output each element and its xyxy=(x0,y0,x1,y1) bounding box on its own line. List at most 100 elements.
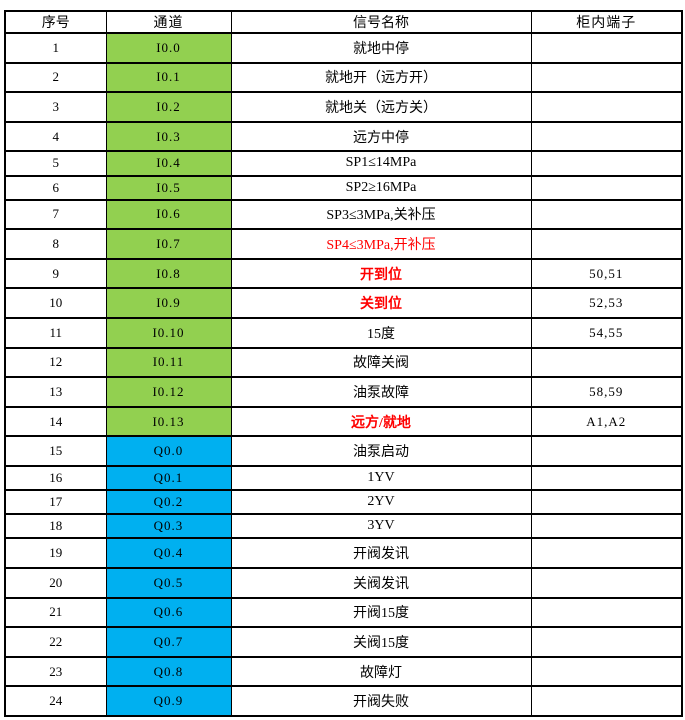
cell-index: 6 xyxy=(4,174,107,201)
cell-index: 4 xyxy=(4,120,107,153)
cell-signal: 开阀发讯 xyxy=(230,537,532,570)
cell-terminal xyxy=(530,346,683,379)
cell-terminal xyxy=(530,198,683,231)
cell-terminal xyxy=(530,150,683,177)
cell-channel: I0.3 xyxy=(105,120,232,153)
cell-index: 11 xyxy=(4,317,107,349)
cell-signal: 2YV xyxy=(230,489,532,516)
cell-signal: 关阀15度 xyxy=(230,626,532,658)
cell-channel: Q0.2 xyxy=(105,489,232,516)
cell-signal: SP1≤14MPa xyxy=(230,150,532,177)
table-row: 3 I0.2 就地关（远方关） xyxy=(4,91,683,123)
cell-index: 5 xyxy=(4,150,107,177)
cell-terminal xyxy=(530,685,683,717)
cell-signal: 开阀失败 xyxy=(230,685,532,717)
cell-signal: 故障灯 xyxy=(230,655,532,688)
cell-terminal xyxy=(530,489,683,516)
cell-channel: I0.13 xyxy=(105,405,232,438)
table-row: 23 Q0.8 故障灯 xyxy=(4,655,683,688)
cell-signal: 3YV xyxy=(230,513,532,540)
header-channel: 通道 xyxy=(105,10,232,34)
table-row: 24 Q0.9 开阀失败 xyxy=(4,685,683,717)
table-row: 2 I0.1 就地开（远方开） xyxy=(4,61,683,94)
cell-signal: 就地关（远方关） xyxy=(230,91,532,123)
table-row: 12 I0.11 故障关阀 xyxy=(4,346,683,379)
table-row: 5 I0.4 SP1≤14MPa xyxy=(4,150,683,177)
cell-terminal xyxy=(530,435,683,467)
cell-index: 23 xyxy=(4,655,107,688)
cell-channel: I0.10 xyxy=(105,317,232,349)
table-row: 17 Q0.2 2YV xyxy=(4,489,683,516)
header-signal: 信号名称 xyxy=(230,10,532,34)
table-row: 21 Q0.6 开阀15度 xyxy=(4,596,683,629)
table-row: 9 I0.8 开到位 50,51 xyxy=(4,257,683,290)
cell-index: 21 xyxy=(4,596,107,629)
table-row: 22 Q0.7 关阀15度 xyxy=(4,626,683,658)
cell-channel: I0.7 xyxy=(105,228,232,260)
cell-terminal xyxy=(530,655,683,688)
cell-index: 3 xyxy=(4,91,107,123)
cell-signal: SP3≤3MPa,关补压 xyxy=(230,198,532,231)
cell-index: 13 xyxy=(4,376,107,408)
header-terminal: 柜内端子 xyxy=(530,10,683,34)
cell-terminal: A1,A2 xyxy=(530,405,683,438)
table-row: 19 Q0.4 开阀发讯 xyxy=(4,537,683,570)
table-row: 18 Q0.3 3YV xyxy=(4,513,683,540)
cell-terminal xyxy=(530,32,683,64)
cell-terminal xyxy=(530,464,683,492)
cell-signal: 就地开（远方开） xyxy=(230,61,532,94)
header-row: 序号 通道 信号名称 柜内端子 xyxy=(4,10,683,34)
cell-channel: I0.4 xyxy=(105,150,232,177)
cell-signal: SP4≤3MPa,开补压 xyxy=(230,228,532,260)
cell-channel: I0.2 xyxy=(105,91,232,123)
cell-channel: I0.8 xyxy=(105,257,232,290)
cell-channel: I0.0 xyxy=(105,32,232,64)
cell-channel: Q0.6 xyxy=(105,596,232,629)
table-row: 8 I0.7 SP4≤3MPa,开补压 xyxy=(4,228,683,260)
table-row: 11 I0.10 15度 54,55 xyxy=(4,317,683,349)
cell-channel: Q0.1 xyxy=(105,464,232,492)
cell-signal: 远方/就地 xyxy=(230,405,532,438)
cell-signal: 油泵故障 xyxy=(230,376,532,408)
table-row: 14 I0.13 远方/就地 A1,A2 xyxy=(4,405,683,438)
cell-channel: Q0.3 xyxy=(105,513,232,540)
cell-terminal: 54,55 xyxy=(530,317,683,349)
cell-channel: I0.11 xyxy=(105,346,232,379)
table-row: 13 I0.12 油泵故障 58,59 xyxy=(4,376,683,408)
cell-index: 15 xyxy=(4,435,107,467)
cell-signal: 开阀15度 xyxy=(230,596,532,629)
cell-index: 24 xyxy=(4,685,107,717)
cell-terminal xyxy=(530,537,683,570)
cell-terminal xyxy=(530,513,683,540)
cell-terminal xyxy=(530,228,683,260)
cell-signal: 1YV xyxy=(230,464,532,492)
cell-signal: 关阀发讯 xyxy=(230,567,532,599)
table-row: 10 I0.9 关到位 52,53 xyxy=(4,287,683,319)
cell-signal: 关到位 xyxy=(230,287,532,319)
table-row: 4 I0.3 远方中停 xyxy=(4,120,683,153)
cell-channel: Q0.5 xyxy=(105,567,232,599)
signal-table: 序号 通道 信号名称 柜内端子 1 I0.0 就地中停 2 I0.1 就地开（远… xyxy=(4,10,683,717)
cell-index: 17 xyxy=(4,489,107,516)
cell-index: 16 xyxy=(4,464,107,492)
cell-signal: 故障关阀 xyxy=(230,346,532,379)
cell-terminal xyxy=(530,61,683,94)
header-index: 序号 xyxy=(4,10,107,34)
cell-channel: Q0.9 xyxy=(105,685,232,717)
cell-terminal: 58,59 xyxy=(530,376,683,408)
cell-channel: Q0.0 xyxy=(105,435,232,467)
cell-index: 9 xyxy=(4,257,107,290)
table-row: 1 I0.0 就地中停 xyxy=(4,32,683,64)
cell-index: 12 xyxy=(4,346,107,379)
cell-index: 8 xyxy=(4,228,107,260)
cell-terminal xyxy=(530,120,683,153)
cell-terminal xyxy=(530,174,683,201)
cell-signal: 远方中停 xyxy=(230,120,532,153)
cell-terminal: 52,53 xyxy=(530,287,683,319)
cell-index: 7 xyxy=(4,198,107,231)
cell-channel: I0.9 xyxy=(105,287,232,319)
cell-channel: Q0.7 xyxy=(105,626,232,658)
table-row: 15 Q0.0 油泵启动 xyxy=(4,435,683,467)
cell-channel: I0.5 xyxy=(105,174,232,201)
